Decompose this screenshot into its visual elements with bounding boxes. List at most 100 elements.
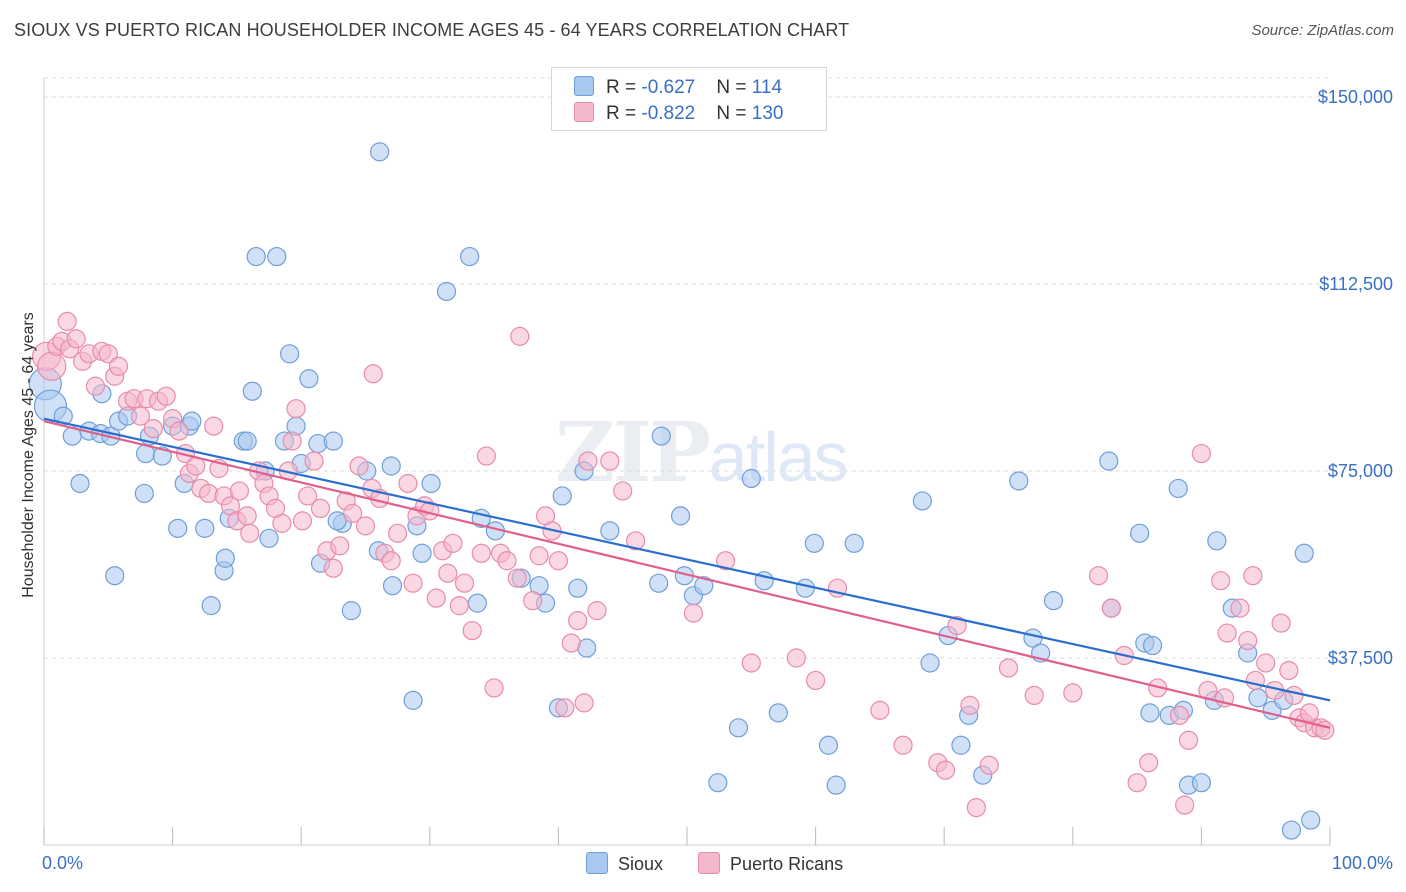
chart-title: SIOUX VS PUERTO RICAN HOUSEHOLDER INCOME…: [14, 20, 850, 40]
puerto-ricans-point: [960, 695, 980, 715]
puerto-ricans-point: [143, 419, 163, 439]
sioux-point: [382, 576, 403, 596]
sioux-point: [370, 142, 390, 162]
sioux-point: [1142, 635, 1163, 656]
puerto-ricans-point: [613, 481, 633, 501]
puerto-ricans-point: [85, 376, 106, 396]
sioux-point: [728, 718, 749, 738]
legend-item-sioux: Sioux: [586, 852, 663, 875]
sioux-point: [201, 596, 221, 616]
sioux-point: [467, 593, 487, 613]
puerto-ricans-point: [548, 551, 569, 571]
legend-item-puerto-ricans: Puerto Ricans: [698, 852, 843, 875]
puerto-ricans-point: [1217, 623, 1237, 643]
puerto-ricans-point: [229, 481, 250, 501]
sioux-point: [670, 506, 691, 526]
puerto-ricans-point: [523, 591, 543, 611]
puerto-ricans-point: [57, 311, 77, 331]
legend-row-puerto-ricans: R = -0.822 N = 130: [574, 102, 783, 126]
puerto-ricans-point: [454, 573, 475, 593]
y-tick-label: $150,000: [1318, 87, 1393, 107]
sioux-point: [195, 518, 215, 538]
sioux-point: [694, 576, 714, 596]
sioux-point: [1281, 820, 1302, 840]
puerto-ricans-point: [292, 511, 313, 531]
sioux-point: [912, 491, 932, 511]
trend-line-sioux: [43, 417, 1331, 702]
puerto-ricans-point: [497, 551, 517, 571]
sioux-point: [1301, 810, 1321, 830]
puerto-ricans-point: [169, 421, 189, 441]
puerto-ricans-point: [130, 406, 151, 426]
puerto-ricans-point: [363, 364, 383, 384]
puerto-ricans-point: [355, 516, 376, 536]
sioux-point: [323, 431, 343, 451]
puerto-ricans-point: [272, 513, 292, 533]
y-tick-label: $37,500: [1328, 648, 1393, 668]
puerto-ricans-point: [156, 386, 176, 406]
sioux-point: [708, 773, 728, 793]
puerto-ricans-point: [1063, 683, 1083, 703]
puerto-ricans-point: [870, 700, 890, 720]
puerto-ricans-point: [343, 503, 363, 523]
sioux-point: [649, 573, 669, 593]
puerto-ricans-point: [438, 563, 458, 583]
sioux-point: [600, 521, 620, 541]
series-puerto-ricans-points: [31, 311, 1335, 818]
puerto-ricans-point: [1245, 670, 1266, 691]
x-ticks: [43, 827, 1331, 845]
puerto-ricans-point: [805, 670, 826, 691]
puerto-ricans-point: [1178, 730, 1199, 750]
puerto-ricans-point: [37, 351, 67, 381]
legend-n-label: N =: [716, 77, 752, 98]
sioux-point: [818, 735, 839, 755]
sioux-point: [920, 653, 940, 673]
legend-swatch-puerto-ricans: [574, 102, 594, 122]
puerto-ricans-point: [323, 558, 343, 578]
sioux-point: [168, 518, 188, 538]
sioux-point: [1294, 543, 1314, 563]
puerto-ricans-point: [1279, 660, 1299, 681]
x-tick-label-min: 0.0%: [42, 853, 83, 873]
sioux-point: [568, 578, 588, 598]
sioux-point: [1168, 478, 1188, 499]
puerto-ricans-point: [330, 536, 350, 556]
puerto-ricans-point: [1271, 613, 1291, 633]
puerto-ricans-point: [1191, 443, 1212, 464]
sioux-point: [460, 246, 480, 267]
sioux-point: [412, 543, 432, 563]
trend-line-puerto-ricans: [43, 420, 1331, 729]
legend-r-value-puerto-ricans: -0.822: [641, 103, 696, 124]
sioux-point: [552, 486, 572, 506]
puerto-ricans-point: [600, 451, 620, 471]
sioux-point: [70, 473, 90, 494]
puerto-ricans-point: [529, 546, 549, 566]
puerto-ricans-point: [1211, 571, 1231, 591]
puerto-ricans-point: [240, 523, 260, 543]
puerto-ricans-point: [1230, 598, 1250, 618]
sioux-point: [215, 548, 235, 568]
watermark: ZIPatlas: [555, 405, 849, 501]
legend-r-value-sioux: -0.627: [641, 77, 696, 98]
puerto-ricans-point: [1175, 795, 1195, 815]
sioux-point: [246, 246, 266, 267]
sioux-point: [1191, 773, 1212, 793]
puerto-ricans-point: [561, 633, 581, 653]
puerto-ricans-point: [1299, 703, 1320, 723]
series-legend: Sioux Puerto Ricans: [586, 852, 873, 875]
puerto-ricans-point: [66, 329, 86, 349]
legend-swatch-sioux: [574, 76, 594, 96]
sioux-point: [1009, 471, 1029, 491]
sioux-point: [1248, 688, 1268, 708]
sioux-point: [421, 473, 441, 494]
puerto-ricans-point: [979, 755, 999, 775]
sioux-point: [242, 381, 262, 401]
sioux-point: [327, 511, 347, 531]
puerto-ricans-point: [947, 615, 967, 636]
puerto-ricans-point: [1088, 566, 1109, 586]
puerto-ricans-point: [893, 735, 913, 755]
puerto-ricans-point: [1024, 685, 1044, 706]
legend-label-puerto-ricans: Puerto Ricans: [730, 854, 844, 874]
sioux-point: [951, 735, 971, 755]
